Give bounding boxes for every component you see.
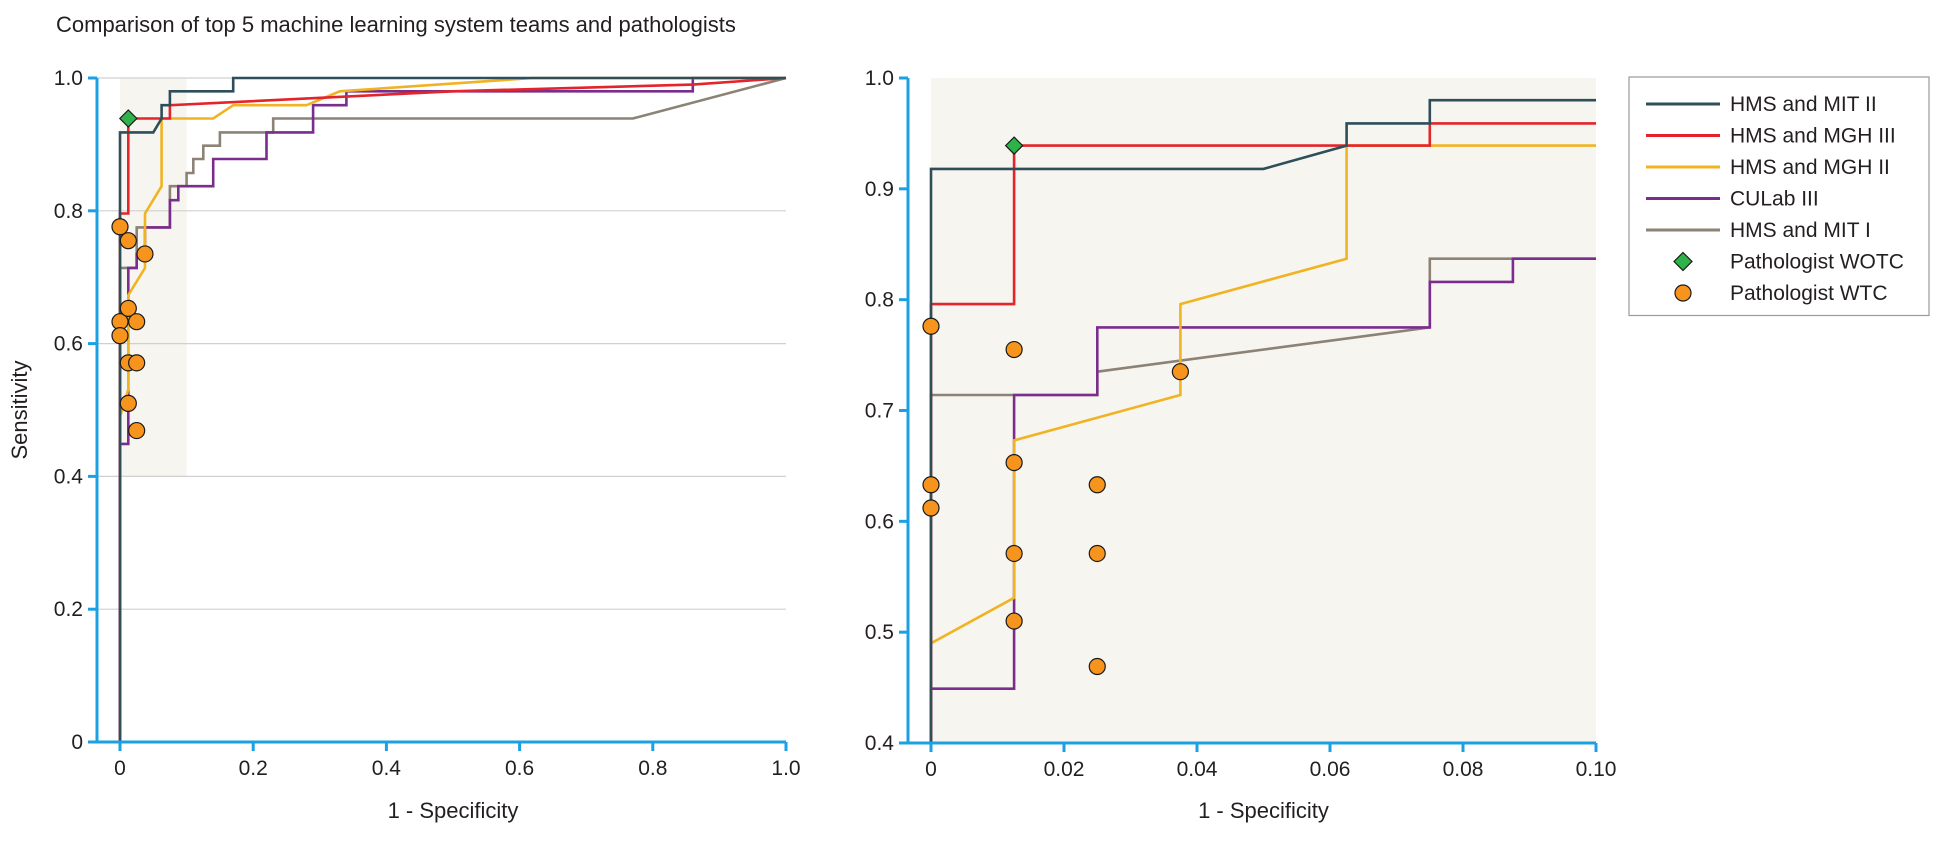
x-tick-label: 0.08 [1443,758,1484,781]
y-tick-label: 1.0 [54,67,83,90]
series-line-hms-and-mgh-ii [118,76,786,417]
x-tick-label: 1.0 [771,757,800,780]
point-pathologist-wtc [1005,612,1023,630]
legend-label-hms-and-mgh-iii: HMS and MGH III [1730,125,1896,148]
point-pathologist-wtc [128,421,146,440]
point-pathologist-wtc [136,245,154,263]
point-pathologist-wtc [128,354,146,372]
x-axis-title: 1 - Specificity [1198,798,1329,823]
legend-label-hms-and-mit-ii: HMS and MIT II [1730,93,1877,116]
legend-box [1628,76,1930,317]
point-pathologist-wtc [119,232,137,250]
y-tick-label: 0.8 [54,200,83,223]
y-tick-label: 0 [71,731,83,754]
y-tick-label: 1.0 [865,67,894,90]
point-pathologist-wtc [922,476,940,494]
x-tick-label: 0.10 [1576,758,1617,781]
legend-swatch-pathologist-wotc [1673,251,1693,272]
roc-panel-full: 0 0.2 0.4 0.6 0.8 1.0 0 0.2 0.4 0.6 0.8 1.0 1 - Spec… [7,67,801,823]
point-pathologist-wtc [1005,453,1023,472]
legend-label-hms-and-mit-i: HMS and MIT I [1730,219,1871,242]
y-tick-label: 0.6 [54,333,83,356]
legend-label-pathologist-wtc: Pathologist WTC [1730,282,1888,305]
point-pathologist-wotc [1004,136,1024,155]
y-tick-label: 0.8 [865,289,894,312]
point-pathologist-wtc [111,218,129,236]
y-axis-title: Sensitivity [7,360,32,459]
legend-label-culab-iii: CULab III [1730,188,1819,211]
point-pathologist-wtc [922,499,940,517]
series-line-hms-and-mit-ii [118,76,786,742]
series-line-culab-iii [929,257,1596,743]
legend-swatch-pathologist-wtc [1674,284,1692,302]
series-line-culab-iii [118,76,786,742]
point-pathologist-wtc [922,317,940,335]
y-tick-label: 0.7 [865,400,894,423]
legend-label-hms-and-mgh-ii: HMS and MGH II [1730,156,1890,179]
x-tick-label: 0.8 [638,757,667,780]
series-line-hms-and-mit-i [118,76,787,742]
x-tick-label: 0.02 [1044,758,1085,781]
zoom-region [120,78,187,477]
x-axis-title: 1 - Specificity [388,798,519,823]
series-line-hms-and-mgh-ii [930,144,1596,645]
legend-label-pathologist-wotc: Pathologist WOTC [1730,251,1904,274]
point-pathologist-wtc [1088,544,1106,563]
y-tick-label: 0.2 [54,598,83,621]
y-tick-label: 0.9 [865,178,894,201]
x-tick-label: 0 [114,757,126,780]
point-pathologist-wtc [1088,657,1106,676]
point-pathologist-wtc [1005,340,1023,359]
y-tick-label: 0.4 [54,465,84,488]
y-tick-label: 0.4 [865,732,895,755]
point-pathologist-wtc [111,327,129,345]
x-tick-label: 0.2 [239,757,268,780]
zoom-background [931,78,1596,743]
legend: HMS and MIT II HMS and MGH III HMS and MGH… [1628,76,1930,317]
series-line-hms-and-mit-ii [929,98,1596,743]
series-line-hms-and-mgh-iii [118,76,787,742]
point-pathologist-wtc [1088,476,1106,494]
y-tick-label: 0.5 [865,621,894,644]
roc-panel-zoom: 0.4 0.5 0.6 0.7 0.8 0.9 1.0 0 0.02 0.04 0.06 0.08 0.… [865,67,1617,823]
x-tick-label: 0 [925,758,937,781]
figure-title: Comparison of top 5 machine learning sys… [56,12,736,37]
point-pathologist-wtc [1171,363,1189,381]
y-tick-label: 0.6 [865,510,894,533]
point-pathologist-wtc [128,313,146,331]
point-pathologist-wtc [119,394,137,412]
x-tick-label: 0.6 [505,757,534,780]
x-tick-label: 0.04 [1177,758,1218,781]
x-tick-label: 0.4 [372,757,402,780]
point-pathologist-wtc [1005,544,1023,563]
point-pathologist-wtc [119,299,137,318]
point-pathologist-wotc [118,109,138,128]
x-tick-label: 0.06 [1310,758,1351,781]
